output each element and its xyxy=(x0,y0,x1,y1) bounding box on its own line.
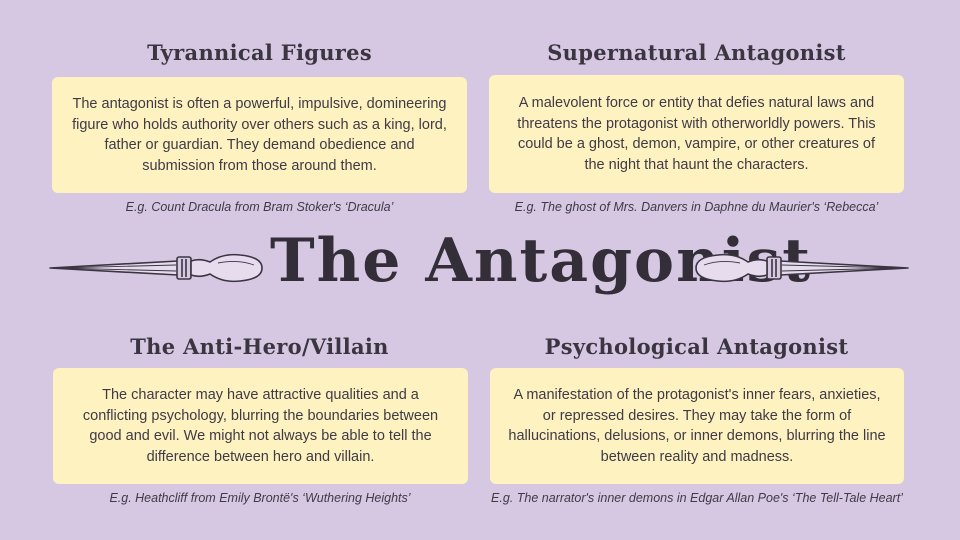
section-heading-anti-hero: The Anti-Hero/Villain xyxy=(130,334,389,359)
page-title: The Antagonist xyxy=(270,226,812,296)
section-body-supernatural: A malevolent force or entity that defies… xyxy=(517,95,876,173)
section-example-psychological: E.g. The narrator's inner demons in Edga… xyxy=(491,491,903,505)
section-card-psychological: A manifestation of the protagonist's inn… xyxy=(490,368,904,484)
section-card-anti-hero: The character may have attractive qualit… xyxy=(53,368,468,484)
dagger-left-icon xyxy=(49,253,263,283)
dagger-right-icon xyxy=(695,253,909,283)
section-body-psychological: A manifestation of the protagonist's inn… xyxy=(508,387,886,465)
section-heading-psychological: Psychological Antagonist xyxy=(544,334,849,359)
section-example-supernatural: E.g. The ghost of Mrs. Danvers in Daphne… xyxy=(514,200,879,214)
section-heading-tyrannical: Tyrannical Figures xyxy=(147,40,372,65)
section-card-supernatural: A malevolent force or entity that defies… xyxy=(489,75,904,193)
section-example-tyrannical: E.g. Count Dracula from Bram Stoker's ‘D… xyxy=(125,200,394,214)
section-body-anti-hero: The character may have attractive qualit… xyxy=(82,387,439,465)
section-example-anti-hero: E.g. Heathcliff from Emily Brontë's ‘Wut… xyxy=(109,491,411,505)
section-card-tyrannical: The antagonist is often a powerful, impu… xyxy=(52,77,467,193)
section-body-tyrannical: The antagonist is often a powerful, impu… xyxy=(72,96,447,174)
section-heading-supernatural: Supernatural Antagonist xyxy=(547,40,846,65)
